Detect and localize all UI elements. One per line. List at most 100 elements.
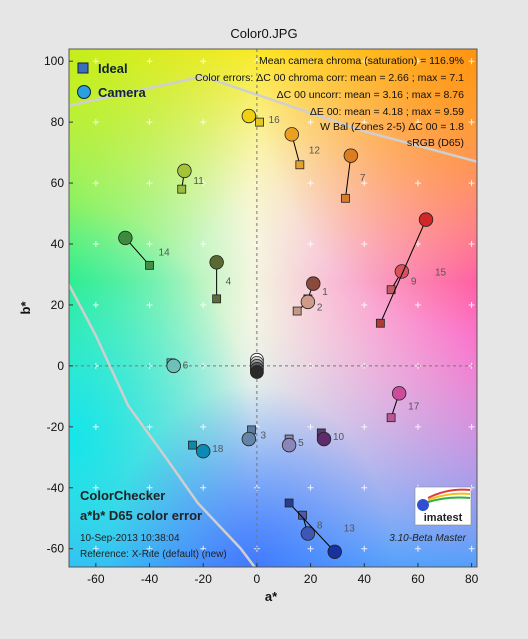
patch-label: 12 [309,146,321,157]
grid-plus-marker [361,180,368,187]
grid-plus-marker [414,241,421,248]
x-axis-label: a* [265,589,278,604]
grid-plus-marker [414,58,421,65]
stats-block: Mean camera chroma (saturation) = 116.9%… [195,55,464,149]
grid-plus-marker [92,119,99,126]
grid-plus-marker [200,241,207,248]
y-tick-label: 60 [51,176,65,190]
grid-plus-marker [200,58,207,65]
camera-marker [166,358,181,374]
grid-plus-marker [92,545,99,552]
legend-ideal-label: Ideal [98,61,128,76]
grid-plus-marker [146,58,153,65]
colorchecker-info: ColorChecker a*b* D65 color error 10-Sep… [80,488,227,560]
grid-plus-marker [414,423,421,430]
ideal-marker [255,117,264,127]
grid-plus-marker [307,180,314,187]
y-tick-label: 40 [51,237,65,251]
grid-plus-marker [200,484,207,491]
grid-plus-marker [92,241,99,248]
grid-plus-marker [468,119,475,126]
grid-plus-marker [414,301,421,308]
patch-label: 11 [193,176,204,187]
grid-plus-marker [468,545,475,552]
grid-plus-marker [92,423,99,430]
x-tick-label: 40 [358,572,372,586]
grid-plus-marker [146,241,153,248]
patch-label: 8 [317,520,323,531]
y-tick-label: -40 [47,481,65,495]
y-tick-label: -20 [47,420,65,434]
camera-marker [241,108,257,124]
grid-plus-marker [146,423,153,430]
grid-plus-marker [307,423,314,430]
grid-plus-marker [200,423,207,430]
plot-frame [68,48,478,568]
camera-marker [394,264,410,279]
grid-plus-marker [146,180,153,187]
patch-label: 16 [269,115,281,126]
grid-plus-marker [92,484,99,491]
grid-plus-marker [361,241,368,248]
camera-marker [300,526,316,541]
camera-marker [196,444,211,459]
patch-label: 9 [411,277,417,288]
ideal-marker [298,510,307,520]
grid-plus-marker [146,545,153,552]
reference: Reference: X-Rite (default) (new) [80,549,227,560]
camera-marker [343,148,359,163]
y-axis-label: b* [18,301,33,315]
zero-crosshair [69,49,477,567]
grid-plus-marker [307,484,314,491]
grid-plus-marker [92,301,99,308]
timestamp: 10-Sep-2013 10:38:04 [80,533,180,544]
grid-plus-marker [468,423,475,430]
imatest-logo: imatest [414,486,472,526]
legend: Ideal Camera [77,61,146,100]
x-tick-label: -60 [87,572,105,586]
grid-plus-marker [361,301,368,308]
plot-background [69,49,477,567]
ideal-marker [212,294,222,304]
ideal-marker [188,440,197,450]
colorchecker-title: ColorChecker [80,488,165,503]
grid-plus-marker [361,423,368,430]
legend-camera-marker [77,85,91,99]
patch-label: 17 [408,402,420,413]
camera-marker [300,294,316,310]
patch-label: 15 [435,267,447,278]
grid-plus-marker [468,241,475,248]
patch-label: 5 [298,438,304,449]
patch-label: 6 [183,360,189,371]
stat-wbal: W Bal (Zones 2-5) ΔC 00 = 1.8 [320,121,464,133]
camera-marker [284,127,299,142]
y-tick-label: 20 [51,298,65,312]
y-tick-label: 100 [44,54,64,68]
y-tick-label: 0 [57,359,64,373]
grid-plus-marker [200,301,207,308]
neutral-markers [249,352,264,379]
grid-plus-marker [92,58,99,65]
patch-label: 3 [261,430,267,441]
grid-plus-marker [146,119,153,126]
camera-marker [118,230,133,246]
grid-plus-marker [200,119,207,126]
grid-plus-marker [361,58,368,65]
camera-marker [327,544,342,559]
ideal-marker [292,306,302,316]
grid-plus-marker [468,58,475,65]
patch-label: 18 [212,444,224,455]
camera-marker [241,431,257,447]
x-axis-ticks: -60 -40 -20 0 20 40 60 80 [87,563,479,586]
logo-text: imatest [424,512,463,524]
stat-chroma-corr: Color errors: ΔC 00 chroma corr: mean = … [195,72,464,84]
grid-plus-marker [200,545,207,552]
gamut-boundary-top [69,75,477,163]
ideal-marker [145,260,154,270]
patch-label: 1 [322,287,328,298]
y-axis-ticks: -60 -40 -20 0 20 40 60 80 100 [44,54,73,556]
y-tick-label: -60 [47,542,65,556]
grid-plus-marker [307,545,314,552]
